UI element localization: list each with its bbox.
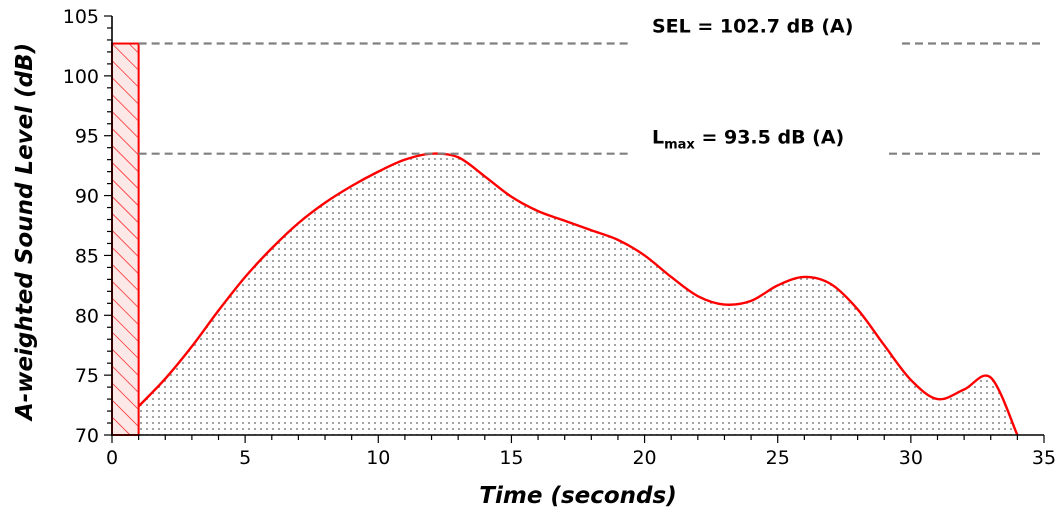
- lmax-annotation-subscript: max: [664, 138, 695, 153]
- x-tick-label: 35: [1032, 447, 1056, 469]
- sel-annotation: SEL = 102.7 dB (A): [652, 16, 853, 38]
- lmax-annotation-label: Lmax = 93.5 dB (A): [652, 127, 844, 153]
- y-tick-label: 85: [75, 245, 99, 267]
- sound-level-area-fill: [138, 153, 1018, 436]
- reference-lines: [138, 42, 1044, 155]
- lmax-annotation: Lmax = 93.5 dB (A): [652, 127, 844, 153]
- y-tick-label: 70: [75, 425, 99, 447]
- x-tick-label: 20: [632, 447, 656, 469]
- y-tick-label: 90: [75, 186, 99, 208]
- y-tick-label: 80: [75, 305, 99, 327]
- sel-bar: [111, 42, 140, 437]
- x-tick-label: 5: [239, 447, 251, 469]
- y-tick-label: 105: [63, 6, 99, 28]
- x-tick-label: 30: [899, 447, 923, 469]
- plot-area: [111, 42, 1019, 437]
- x-tick-label: 15: [499, 447, 523, 469]
- x-axis-title: Time (seconds): [479, 483, 676, 509]
- y-tick-label: 95: [75, 126, 99, 148]
- y-axis-title: A-weighted Sound Level (dB): [12, 43, 38, 422]
- axes: 0 5 10 15 20 25 30 35 70 75 80 85 90 95 100 105: [63, 6, 1056, 469]
- sel-annotation-label: SEL = 102.7 dB (A): [652, 16, 853, 38]
- y-tick-label: 100: [63, 66, 99, 88]
- sound-level-line: [137, 152, 1019, 436]
- x-tick-label: 0: [106, 447, 118, 469]
- y-tick-label: 75: [75, 365, 99, 387]
- lmax-annotation-main: L: [652, 127, 664, 149]
- lmax-annotation-rest: = 93.5 dB (A): [695, 127, 844, 149]
- x-tick-label: 25: [766, 447, 790, 469]
- x-tick-label: 10: [366, 447, 390, 469]
